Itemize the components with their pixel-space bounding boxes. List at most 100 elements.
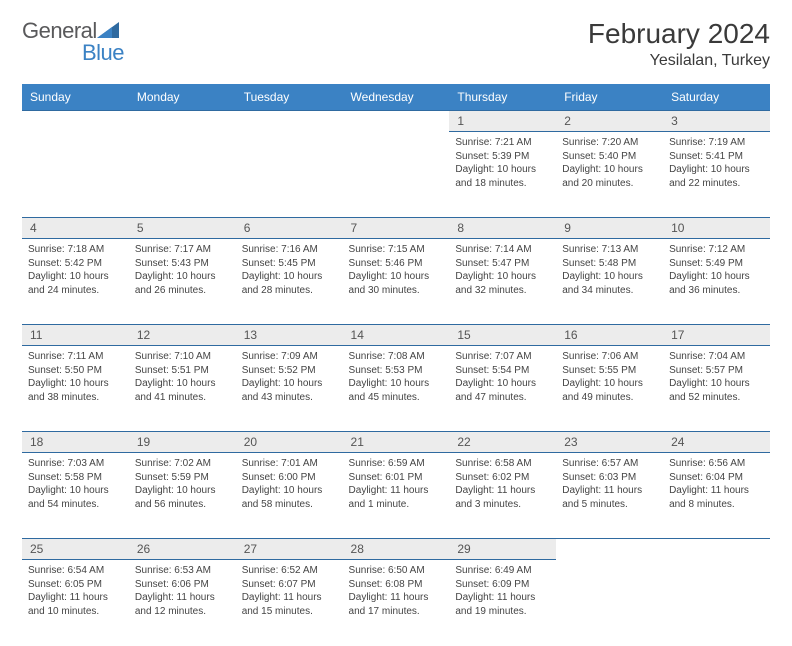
day-header: Wednesday — [343, 84, 450, 111]
daylight-text: Daylight: 10 hours — [562, 377, 657, 391]
daylight-text: Daylight: 10 hours — [455, 163, 550, 177]
sunset-text: Sunset: 6:09 PM — [455, 578, 550, 592]
sunset-text: Sunset: 5:57 PM — [669, 364, 764, 378]
daylight-text: and 5 minutes. — [562, 498, 657, 512]
daylight-text: and 30 minutes. — [349, 284, 444, 298]
sunset-text: Sunset: 5:51 PM — [135, 364, 230, 378]
sunrise-text: Sunrise: 7:11 AM — [28, 350, 123, 364]
daylight-text: and 15 minutes. — [242, 605, 337, 619]
day-number-cell: 3 — [663, 111, 770, 132]
day-detail-cell: Sunrise: 7:18 AMSunset: 5:42 PMDaylight:… — [22, 239, 129, 325]
day-number-cell: 5 — [129, 218, 236, 239]
sunset-text: Sunset: 5:53 PM — [349, 364, 444, 378]
sunrise-text: Sunrise: 6:56 AM — [669, 457, 764, 471]
day-number-cell: 7 — [343, 218, 450, 239]
day-number-cell — [236, 111, 343, 132]
sunrise-text: Sunrise: 7:12 AM — [669, 243, 764, 257]
daylight-text: Daylight: 11 hours — [455, 484, 550, 498]
daylight-text: Daylight: 10 hours — [135, 270, 230, 284]
sunrise-text: Sunrise: 7:10 AM — [135, 350, 230, 364]
sunrise-text: Sunrise: 7:09 AM — [242, 350, 337, 364]
sunrise-text: Sunrise: 7:08 AM — [349, 350, 444, 364]
daylight-text: Daylight: 11 hours — [135, 591, 230, 605]
day-number-cell: 9 — [556, 218, 663, 239]
title-block: February 2024 Yesilalan, Turkey — [588, 18, 770, 70]
day-number-cell: 29 — [449, 539, 556, 560]
day-number-cell — [663, 539, 770, 560]
sunset-text: Sunset: 5:52 PM — [242, 364, 337, 378]
day-detail-cell: Sunrise: 7:12 AMSunset: 5:49 PMDaylight:… — [663, 239, 770, 325]
day-number-cell — [129, 111, 236, 132]
day-detail-cell: Sunrise: 7:21 AMSunset: 5:39 PMDaylight:… — [449, 132, 556, 218]
sunrise-text: Sunrise: 7:02 AM — [135, 457, 230, 471]
daylight-text: Daylight: 10 hours — [28, 484, 123, 498]
sunset-text: Sunset: 5:45 PM — [242, 257, 337, 271]
sunrise-text: Sunrise: 7:04 AM — [669, 350, 764, 364]
daylight-text: Daylight: 10 hours — [669, 163, 764, 177]
sunset-text: Sunset: 5:47 PM — [455, 257, 550, 271]
daylight-text: and 1 minute. — [349, 498, 444, 512]
daylight-text: Daylight: 10 hours — [242, 484, 337, 498]
daylight-text: Daylight: 10 hours — [562, 163, 657, 177]
daylight-text: and 18 minutes. — [455, 177, 550, 191]
daylight-text: and 52 minutes. — [669, 391, 764, 405]
day-detail-cell: Sunrise: 6:59 AMSunset: 6:01 PMDaylight:… — [343, 453, 450, 539]
sunrise-text: Sunrise: 6:52 AM — [242, 564, 337, 578]
day-number-cell: 12 — [129, 325, 236, 346]
day-number-cell: 16 — [556, 325, 663, 346]
daylight-text: and 45 minutes. — [349, 391, 444, 405]
day-detail-cell: Sunrise: 7:03 AMSunset: 5:58 PMDaylight:… — [22, 453, 129, 539]
sunset-text: Sunset: 5:54 PM — [455, 364, 550, 378]
sunrise-text: Sunrise: 7:07 AM — [455, 350, 550, 364]
sunset-text: Sunset: 5:46 PM — [349, 257, 444, 271]
sunrise-text: Sunrise: 6:49 AM — [455, 564, 550, 578]
day-number-cell: 8 — [449, 218, 556, 239]
daylight-text: and 24 minutes. — [28, 284, 123, 298]
day-number-cell: 13 — [236, 325, 343, 346]
day-detail-cell: Sunrise: 7:04 AMSunset: 5:57 PMDaylight:… — [663, 346, 770, 432]
daylight-text: and 32 minutes. — [455, 284, 550, 298]
sunset-text: Sunset: 6:04 PM — [669, 471, 764, 485]
sunset-text: Sunset: 5:50 PM — [28, 364, 123, 378]
daylight-text: Daylight: 10 hours — [455, 377, 550, 391]
sunset-text: Sunset: 5:49 PM — [669, 257, 764, 271]
daylight-text: and 41 minutes. — [135, 391, 230, 405]
daylight-text: Daylight: 10 hours — [28, 270, 123, 284]
day-detail-cell — [556, 560, 663, 646]
day-detail-cell: Sunrise: 6:50 AMSunset: 6:08 PMDaylight:… — [343, 560, 450, 646]
day-detail-cell: Sunrise: 6:57 AMSunset: 6:03 PMDaylight:… — [556, 453, 663, 539]
daylight-text: Daylight: 11 hours — [349, 591, 444, 605]
day-detail-cell — [663, 560, 770, 646]
brand-text-blue: Blue — [82, 40, 124, 65]
day-detail-cell: Sunrise: 6:52 AMSunset: 6:07 PMDaylight:… — [236, 560, 343, 646]
day-detail-cell: Sunrise: 7:16 AMSunset: 5:45 PMDaylight:… — [236, 239, 343, 325]
sunset-text: Sunset: 6:05 PM — [28, 578, 123, 592]
daylight-text: and 17 minutes. — [349, 605, 444, 619]
day-detail-cell: Sunrise: 7:13 AMSunset: 5:48 PMDaylight:… — [556, 239, 663, 325]
day-number-cell: 18 — [22, 432, 129, 453]
daylight-text: and 22 minutes. — [669, 177, 764, 191]
day-number-cell: 6 — [236, 218, 343, 239]
sunset-text: Sunset: 5:40 PM — [562, 150, 657, 164]
day-number-cell: 15 — [449, 325, 556, 346]
sunrise-text: Sunrise: 7:13 AM — [562, 243, 657, 257]
daylight-text: and 54 minutes. — [28, 498, 123, 512]
day-detail-cell: Sunrise: 7:02 AMSunset: 5:59 PMDaylight:… — [129, 453, 236, 539]
day-header: Sunday — [22, 84, 129, 111]
daylight-text: Daylight: 10 hours — [242, 377, 337, 391]
day-number-cell: 26 — [129, 539, 236, 560]
sunrise-text: Sunrise: 7:03 AM — [28, 457, 123, 471]
day-number-cell: 22 — [449, 432, 556, 453]
day-detail-cell: Sunrise: 7:14 AMSunset: 5:47 PMDaylight:… — [449, 239, 556, 325]
day-detail-cell: Sunrise: 6:58 AMSunset: 6:02 PMDaylight:… — [449, 453, 556, 539]
page-header: General Blue February 2024 Yesilalan, Tu… — [22, 18, 770, 70]
day-detail-row: Sunrise: 7:03 AMSunset: 5:58 PMDaylight:… — [22, 453, 770, 539]
day-number-cell: 10 — [663, 218, 770, 239]
day-header: Monday — [129, 84, 236, 111]
day-detail-cell: Sunrise: 6:49 AMSunset: 6:09 PMDaylight:… — [449, 560, 556, 646]
daylight-text: Daylight: 10 hours — [669, 270, 764, 284]
day-header-row: Sunday Monday Tuesday Wednesday Thursday… — [22, 84, 770, 111]
day-detail-cell: Sunrise: 7:07 AMSunset: 5:54 PMDaylight:… — [449, 346, 556, 432]
sunset-text: Sunset: 5:42 PM — [28, 257, 123, 271]
day-number-cell — [343, 111, 450, 132]
